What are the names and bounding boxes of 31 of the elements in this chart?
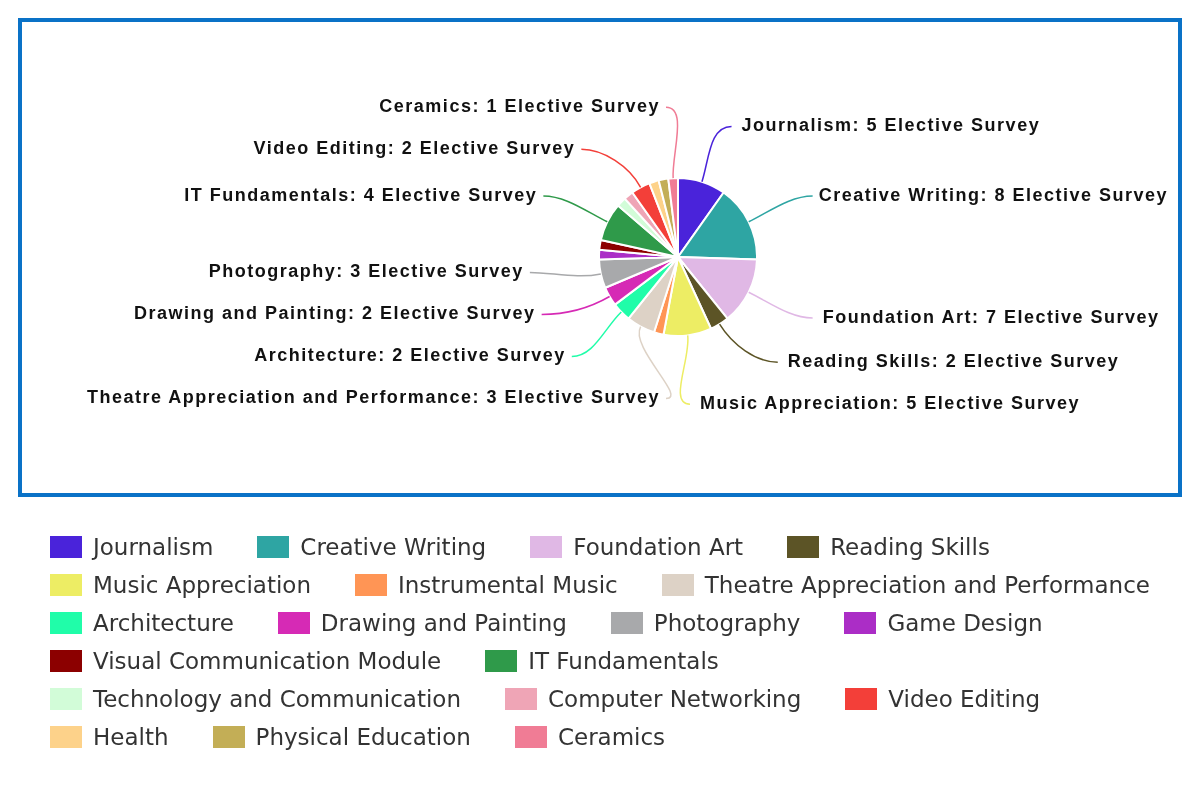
legend-label: Game Design — [887, 610, 1043, 636]
legend-label: Drawing and Painting — [320, 610, 567, 636]
data-label: Reading Skills: 2 Elective Survey — [787, 351, 1120, 372]
legend-label: Visual Communication Module — [93, 648, 442, 674]
legend-label: IT Fundamentals — [528, 648, 719, 674]
data-label: Photography: 3 Elective Survey — [208, 261, 524, 282]
legend-label: Physical Education — [255, 724, 471, 750]
legend-label: Architecture — [93, 610, 234, 636]
legend-label: Technology and Communication — [93, 686, 462, 712]
data-label: Creative Writing: 8 Elective Survey — [818, 184, 1169, 205]
legend-label: Ceramics — [557, 724, 666, 750]
data-label: Theatre Appreciation and Performance: 3 Elective Survey — [86, 387, 660, 408]
data-label: Music Appreciation: 5 Elective Survey — [700, 393, 1080, 414]
data-label: Architecture: 2 Elective Survey — [254, 345, 566, 366]
legend-label: Health — [93, 724, 169, 750]
data-label: Video Editing: 2 Elective Survey — [253, 138, 576, 159]
legend-label: Foundation Art — [573, 534, 744, 560]
legend-label: Creative Writing — [300, 534, 487, 560]
data-label: Drawing and Painting: 2 Elective Survey — [134, 303, 536, 324]
legend-label: Instrumental Music — [397, 572, 618, 598]
legend-label: Journalism — [93, 534, 214, 560]
legend-label: Theatre Appreciation and Performance — [704, 572, 1150, 598]
legend-label: Computer Networking — [548, 686, 802, 712]
legend-label: Photography — [653, 610, 801, 636]
legend-label: Music Appreciation — [93, 572, 311, 598]
data-label: Ceramics: 1 Elective Survey — [379, 96, 660, 117]
data-label: IT Fundamentals: 4 Elective Survey — [184, 184, 538, 205]
legend-label: Reading Skills — [830, 534, 990, 560]
legend-label: Video Editing — [888, 686, 1041, 712]
data-label: Foundation Art: 7 Elective Survey — [822, 307, 1160, 328]
data-label: Journalism: 5 Elective Survey — [741, 115, 1041, 136]
